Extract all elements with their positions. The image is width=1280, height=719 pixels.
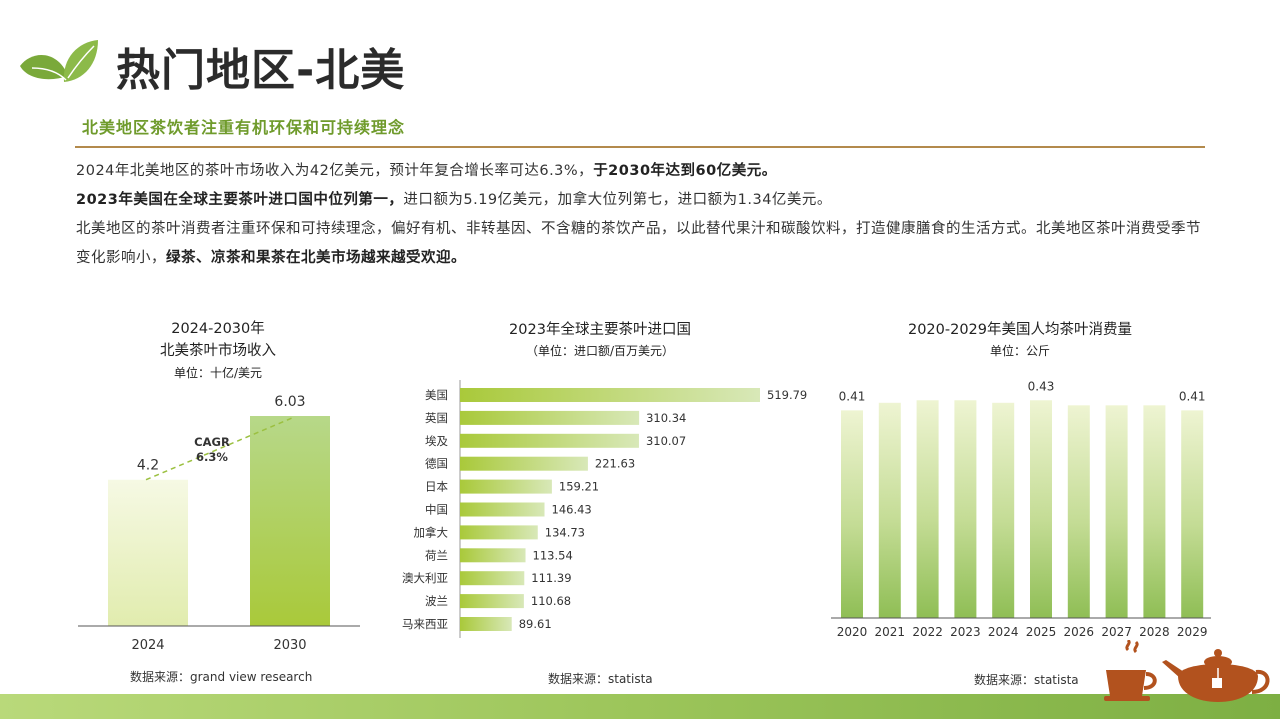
chart2-bar xyxy=(460,594,524,609)
chart3-x-tick: 2029 xyxy=(1177,625,1208,639)
chart3-bar-2022 xyxy=(916,400,939,618)
chart3-value-label: 0.41 xyxy=(1179,389,1206,403)
summary-text: 2024年北美地区的茶叶市场收入为42亿美元，预计年复合增长率可达6.3%，于2… xyxy=(76,157,1211,273)
chart1-bar-2030 xyxy=(250,416,330,626)
chart2-value-label: 159.21 xyxy=(559,480,599,494)
chart3-bar-2020 xyxy=(841,410,863,618)
chart2-value-label: 110.68 xyxy=(531,594,571,608)
page-title: 热门地区-北美 xyxy=(116,45,406,96)
chart3-unit: 单位：公斤 xyxy=(989,344,1050,358)
chart3-x-tick: 2022 xyxy=(912,625,943,639)
leaf-logo-icon xyxy=(20,40,98,82)
summary-paragraph-3: 北美地区的茶叶消费者注重环保和可持续理念，偏好有机、非转基因、不含糖的茶饮产品，… xyxy=(76,215,1211,273)
chart1-cagr-value: 6.3% xyxy=(196,450,228,464)
chart3-x-tick: 2024 xyxy=(988,625,1019,639)
chart3-title: 2020-2029年美国人均茶叶消费量 xyxy=(907,322,1133,338)
chart3-value-label: 0.41 xyxy=(839,389,866,403)
page-subtitle: 北美地区茶饮者注重有机环保和可持续理念 xyxy=(82,118,406,137)
chart3-x-tick: 2027 xyxy=(1101,625,1132,639)
chart3-consumption: 2020 0.41 2021 2022 2023 2024 2025 0.43 2026 2027… xyxy=(831,380,1211,639)
divider xyxy=(75,146,1205,148)
chart3-bar-2021 xyxy=(878,402,901,618)
chart2-bar xyxy=(460,456,588,471)
summary-p3-text: 北美地区的茶叶消费者注重环保和可持续理念，偏好有机、非转基因、不含糖的茶饮产品，… xyxy=(76,221,1201,266)
summary-p2-text: 进口额为5.19亿美元，加拿大位列第七，进口额为1.34亿美元。 xyxy=(403,192,832,208)
chart1-bar-2024 xyxy=(108,479,188,626)
chart2-category-label: 荷兰 xyxy=(425,548,448,562)
chart1-value-label: 4.2 xyxy=(137,458,159,474)
chart2-value-label: 111.39 xyxy=(531,571,571,585)
chart3-x-tick: 2025 xyxy=(1026,625,1057,639)
chart1-x-tick: 2030 xyxy=(273,638,306,653)
chart1-unit: 单位：十亿/美元 xyxy=(173,366,263,380)
chart3-bar-2027 xyxy=(1105,405,1128,618)
chart2-category-label: 马来西亚 xyxy=(402,617,448,631)
chart3-source: 数据来源：statista xyxy=(974,673,1079,687)
chart2-category-label: 美国 xyxy=(425,388,448,402)
chart2-category-label: 日本 xyxy=(425,480,448,494)
chart2-category-label: 中国 xyxy=(425,503,448,517)
chart2-bar xyxy=(460,571,525,586)
chart2-bar xyxy=(460,479,552,494)
cup-icon xyxy=(1104,640,1157,701)
chart1-title-line2: 北美茶叶市场收入 xyxy=(160,343,276,359)
chart1-source: 数据来源：grand view research xyxy=(130,670,313,684)
chart2-category-label: 埃及 xyxy=(425,434,448,448)
chart2-title: 2023年全球主要茶叶进口国 xyxy=(509,322,691,338)
chart2-unit: （单位：进口额/百万美元） xyxy=(525,344,675,358)
chart2-value-label: 89.61 xyxy=(519,617,552,631)
chart1-x-tick: 2024 xyxy=(131,638,164,653)
chart2-value-label: 310.07 xyxy=(646,434,686,448)
footer-bar xyxy=(0,694,1280,719)
summary-p1-text: 2024年北美地区的茶叶市场收入为42亿美元，预计年复合增长率可达6.3%， xyxy=(76,163,594,179)
chart1-title: 2024-2030年 北美茶叶市场收入 xyxy=(118,318,318,362)
chart2-category-label: 英国 xyxy=(425,411,448,425)
chart3-bar-2029 xyxy=(1181,410,1204,618)
chart2-bar xyxy=(460,502,545,517)
chart3-x-tick: 2023 xyxy=(950,625,981,639)
chart3-bar-2026 xyxy=(1067,405,1090,618)
chart2-importers: 美国 519.79 英国 310.34 埃及 310.07 德国 221.63 日本 159.21… xyxy=(402,380,807,638)
chart2-bar xyxy=(460,525,538,540)
summary-p2-highlight: 2023年美国在全球主要茶叶进口国中位列第一， xyxy=(76,192,404,208)
chart2-value-label: 310.34 xyxy=(646,411,686,425)
chart2-category-label: 澳大利亚 xyxy=(402,571,448,585)
chart2-value-label: 519.79 xyxy=(767,388,807,402)
summary-paragraph-2: 2023年美国在全球主要茶叶进口国中位列第一，进口额为5.19亿美元，加拿大位列… xyxy=(76,186,1211,215)
chart2-value-label: 146.43 xyxy=(552,503,592,517)
chart2-bar xyxy=(460,410,640,425)
chart1-cagr-label: CAGR xyxy=(194,435,230,449)
teapot-icon xyxy=(1104,640,1270,702)
chart3-bar-2024 xyxy=(992,402,1015,618)
chart3-x-tick: 2026 xyxy=(1064,625,1095,639)
chart2-category-label: 德国 xyxy=(425,457,448,471)
summary-paragraph-1: 2024年北美地区的茶叶市场收入为42亿美元，预计年复合增长率可达6.3%，于2… xyxy=(76,157,1211,186)
chart1-title-line1: 2024-2030年 xyxy=(171,321,265,337)
chart3-x-tick: 2020 xyxy=(837,625,868,639)
chart2-bar xyxy=(460,388,760,402)
chart3-bar-2025 xyxy=(1030,400,1052,618)
chart2-category-label: 加拿大 xyxy=(414,525,449,539)
chart3-bar-2023 xyxy=(954,400,977,618)
chart2-bar xyxy=(460,617,512,631)
chart3-value-label: 0.43 xyxy=(1028,380,1055,393)
chart2-bar xyxy=(460,433,639,448)
summary-p1-highlight: 于2030年达到60亿美元。 xyxy=(593,163,777,179)
chart2-value-label: 221.63 xyxy=(595,457,635,471)
chart2-value-label: 134.73 xyxy=(545,525,585,539)
chart2-source: 数据来源：statista xyxy=(548,672,653,686)
chart2-value-label: 113.54 xyxy=(533,548,573,562)
summary-p3-highlight: 绿茶、凉茶和果茶在北美市场越来越受欢迎。 xyxy=(166,250,466,266)
chart2-bar xyxy=(460,548,526,563)
chart2-category-label: 波兰 xyxy=(425,594,448,608)
chart1-value-label: 6.03 xyxy=(274,394,305,410)
chart3-x-tick: 2028 xyxy=(1139,625,1170,639)
chart3-bar-2028 xyxy=(1143,405,1166,618)
chart3-x-tick: 2021 xyxy=(875,625,906,639)
